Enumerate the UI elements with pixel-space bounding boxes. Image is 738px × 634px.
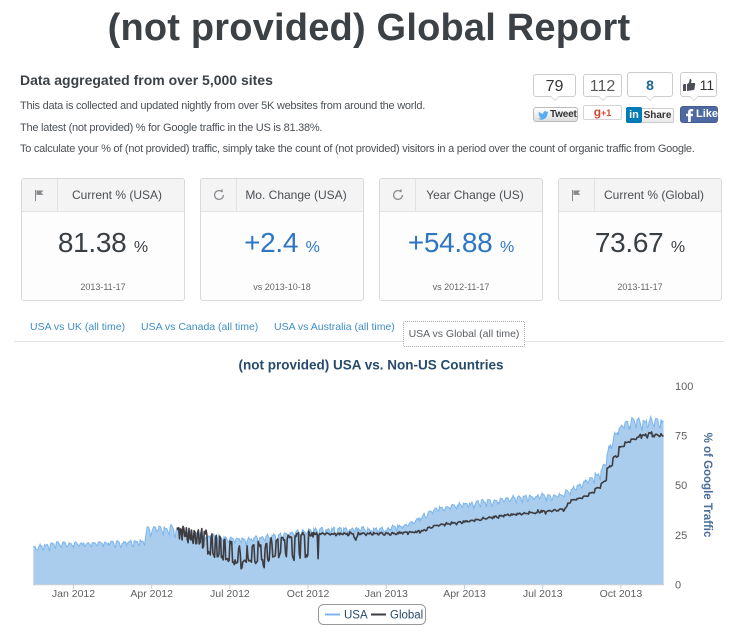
svg-text:USA: USA: [344, 610, 368, 622]
svg-text:Jul 2013: Jul 2013: [523, 588, 563, 600]
svg-text:Apr 2012: Apr 2012: [130, 588, 173, 600]
svg-text:Jan 2013: Jan 2013: [365, 588, 408, 600]
svg-text:100: 100: [675, 381, 693, 393]
svg-text:75: 75: [675, 431, 687, 443]
svg-text:Jan 2012: Jan 2012: [52, 588, 95, 600]
svg-text:Oct 2012: Oct 2012: [287, 588, 330, 600]
svg-text:25: 25: [675, 530, 687, 542]
svg-text:50: 50: [675, 480, 687, 492]
svg-text:Apr 2013: Apr 2013: [443, 588, 486, 600]
svg-text:(not provided) USA vs. Non-US: (not provided) USA vs. Non-US Countries: [238, 358, 503, 373]
svg-text:0: 0: [675, 580, 681, 592]
svg-text:Global: Global: [390, 610, 423, 622]
svg-text:Oct 2013: Oct 2013: [600, 588, 643, 600]
svg-text:Jul 2012: Jul 2012: [210, 588, 250, 600]
svg-text:% of Google Traffic: % of Google Traffic: [701, 433, 713, 538]
